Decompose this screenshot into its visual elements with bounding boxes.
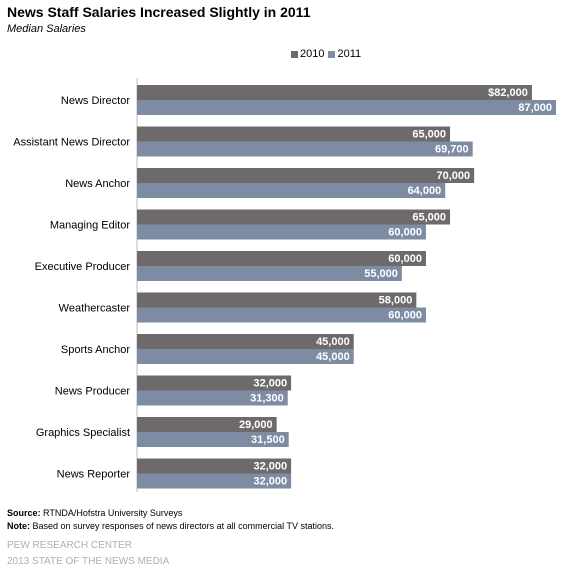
category-label: Weathercaster [59,303,131,315]
data-label-2011: 87,000 [518,102,552,114]
bar-2011 [137,224,426,240]
data-label-2011: 32,000 [253,476,287,488]
note-text: Based on survey responses of news direct… [30,521,334,531]
category-label: Executive Producer [35,261,131,273]
bar-2011 [137,100,556,115]
category-label: News Reporter [57,469,131,481]
bar-2011 [137,473,292,489]
category-label: Graphics Specialist [36,427,130,439]
legend-item-2010: 2010 [291,48,324,60]
chart-subtitle: Median Salaries [7,23,86,35]
category-label: Assistant News Director [13,137,130,149]
source-text: RTNDA/Hofstra University Surveys [40,508,183,518]
bar-2010 [137,251,426,266]
category-label: News Anchor [65,178,130,190]
data-label-2010: 29,000 [239,419,273,431]
legend-label-2010: 2010 [300,48,325,60]
bar-2010 [137,458,292,474]
data-label-2010: 60,000 [388,253,422,265]
bar-2010 [137,85,532,100]
bar-2010 [137,375,292,391]
bar-2010 [137,209,451,225]
legend-label-2011: 2011 [337,48,362,60]
data-label-2011: 31,300 [250,393,284,405]
chart-title: News Staff Salaries Increased Slightly i… [7,4,311,20]
data-label-2010: 32,000 [253,461,287,473]
note-label: Note: [7,521,30,531]
bar-2010 [137,334,354,349]
source-line: Source: RTNDA/Hofstra University Surveys [7,508,182,518]
data-label-2011: 60,000 [388,227,422,239]
bar-chart: News Director $82,000 87,000 Assistant News… [13,78,556,492]
bar-2011 [137,183,446,198]
bar-2011 [137,390,288,406]
data-label-2010: 65,000 [412,129,446,141]
data-label-2011: 69,700 [435,144,469,156]
data-label-2011: 64,000 [408,185,442,197]
data-label-2010: 32,000 [253,378,287,390]
bar-2010 [137,126,451,142]
category-label: Sports Anchor [61,344,130,356]
bar-2011 [137,349,354,364]
legend-swatch-2010 [291,50,298,58]
data-label-2010: 65,000 [412,212,446,224]
brand-line-1: PEW RESEARCH CENTER [7,540,133,551]
category-label: News Producer [55,386,131,398]
category-label: News Director [61,95,130,107]
data-label-2010: 70,000 [436,170,470,182]
bar-2010 [137,417,277,432]
data-label-2010: 45,000 [316,336,350,348]
bar-2010 [137,168,475,183]
bar-2011 [137,266,402,281]
data-label-2011: 55,000 [364,268,398,280]
legend-swatch-2011 [328,50,336,58]
bar-2010 [137,292,417,308]
source-label: Source: [7,508,41,518]
data-label-2010: $82,000 [488,87,528,99]
data-label-2011: 31,500 [251,434,285,446]
category-label: Managing Editor [50,220,130,232]
data-label-2010: 58,000 [379,295,413,307]
brand-line-2: 2013 STATE OF THE NEWS MEDIA [7,556,170,567]
note-line: Note: Based on survey responses of news … [7,521,334,531]
data-label-2011: 60,000 [388,310,422,322]
bar-2011 [137,141,473,157]
legend: 2010 2011 [291,48,365,60]
bar-2011 [137,432,289,447]
data-label-2011: 45,000 [316,351,350,363]
legend-item-2011: 2011 [328,48,361,60]
bar-2011 [137,307,426,323]
